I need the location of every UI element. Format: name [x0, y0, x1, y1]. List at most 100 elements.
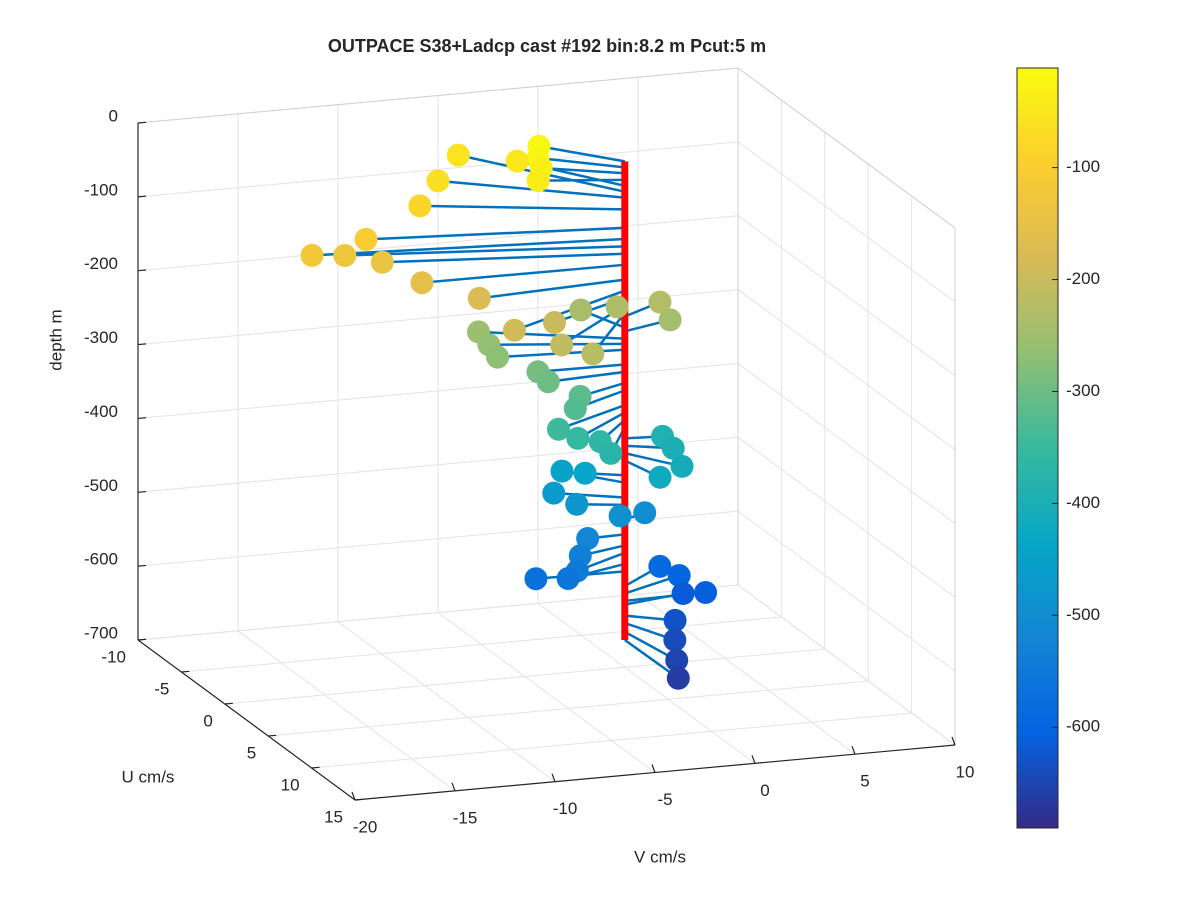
point — [663, 608, 687, 632]
y-tick-label: 10 — [956, 762, 975, 781]
point — [550, 459, 574, 483]
grid-line — [737, 289, 956, 450]
z-tick — [137, 121, 147, 124]
point — [467, 286, 491, 310]
y-tick — [551, 773, 556, 782]
grid-line — [737, 584, 956, 746]
colorbar-tick-label: -100 — [1066, 157, 1100, 176]
colorbar-fill — [1016, 67, 1059, 829]
stem — [537, 363, 625, 374]
grid-line — [437, 612, 656, 773]
y-tick — [451, 782, 456, 792]
point — [550, 333, 574, 357]
stem — [558, 403, 626, 431]
colorbar-tick-label: -500 — [1066, 605, 1100, 624]
point — [526, 169, 550, 193]
point — [573, 461, 597, 485]
grid-line — [311, 712, 912, 769]
stem — [537, 156, 625, 169]
z-tick-label: -500 — [84, 476, 118, 495]
point — [446, 143, 470, 167]
point — [566, 426, 590, 450]
y-tick — [751, 755, 756, 764]
point — [605, 295, 629, 319]
stem — [311, 237, 625, 257]
colorbar-tick-label: -600 — [1066, 717, 1100, 736]
point — [648, 554, 672, 578]
marks — [300, 134, 718, 690]
point — [565, 492, 589, 516]
point — [665, 648, 689, 672]
grid-line — [737, 510, 956, 672]
x-tick-label: 0 — [203, 711, 212, 730]
grid-line — [737, 436, 956, 598]
point — [300, 243, 324, 267]
stem — [421, 263, 625, 284]
x-tick-label: -10 — [101, 647, 126, 666]
stem — [365, 226, 625, 241]
point — [608, 504, 632, 528]
axis-line — [137, 639, 356, 801]
point — [563, 397, 587, 421]
stem — [344, 245, 625, 257]
grid-line — [337, 621, 556, 783]
z-axis-label: depth m — [46, 309, 65, 370]
y-tick-label: -15 — [453, 808, 478, 827]
stem — [553, 491, 625, 499]
z-tick-label: -100 — [84, 180, 118, 199]
x-tick — [311, 766, 320, 769]
x-tick — [224, 702, 233, 705]
z-tick — [137, 490, 147, 493]
wall-edge — [737, 67, 956, 229]
stem — [479, 278, 625, 300]
point — [536, 370, 560, 394]
x-axis-label: U cm/s — [122, 767, 175, 786]
point — [556, 566, 580, 590]
stem — [548, 370, 625, 384]
z-tick-label: -300 — [84, 328, 118, 347]
grid-line — [268, 680, 869, 737]
grid-line — [224, 648, 825, 705]
point — [370, 250, 394, 274]
z-tick-label: 0 — [109, 106, 118, 125]
z-tick — [137, 564, 147, 567]
x-tick-label: -5 — [154, 679, 169, 698]
stem — [538, 178, 625, 182]
y-axis-label: V cm/s — [634, 847, 686, 866]
grid-line — [737, 215, 956, 377]
y-tick — [951, 736, 956, 746]
z-tick-label: -600 — [84, 550, 118, 569]
y-tick-label: -20 — [353, 817, 378, 836]
point — [547, 417, 570, 441]
point — [633, 501, 657, 525]
point — [333, 243, 357, 267]
x-tick — [354, 798, 364, 801]
point — [648, 290, 672, 314]
point — [524, 567, 548, 591]
point — [661, 436, 685, 460]
x-tick — [181, 670, 190, 673]
y-tick-label: -5 — [657, 790, 672, 809]
point — [502, 318, 526, 342]
point — [666, 666, 690, 690]
grid-line — [237, 630, 456, 792]
point — [569, 298, 593, 322]
y-tick — [851, 745, 856, 755]
z-tick-label: -700 — [84, 623, 118, 642]
point — [542, 481, 566, 505]
grid-line — [737, 141, 956, 303]
stem — [478, 330, 625, 340]
point — [667, 564, 691, 588]
x-tick-label: 5 — [247, 743, 256, 762]
stem — [382, 252, 625, 264]
chart-title: OUTPACE S38+Ladcp cast #192 bin:8.2 m Pc… — [328, 36, 766, 56]
point — [486, 345, 510, 369]
point — [648, 465, 672, 489]
stem — [538, 145, 626, 163]
y-tick — [351, 791, 356, 801]
point — [599, 441, 623, 465]
point — [426, 169, 450, 193]
colorbar-tick-label: -300 — [1066, 381, 1100, 400]
point — [663, 628, 687, 652]
y-tick-label: 5 — [860, 772, 869, 791]
